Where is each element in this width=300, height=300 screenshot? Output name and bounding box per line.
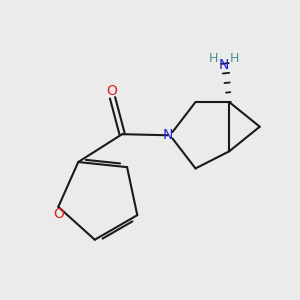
Text: O: O [53,207,64,221]
Text: H: H [230,52,239,65]
Text: H: H [208,52,218,65]
Text: O: O [106,84,117,98]
Text: N: N [163,128,173,142]
Text: N: N [219,58,229,72]
